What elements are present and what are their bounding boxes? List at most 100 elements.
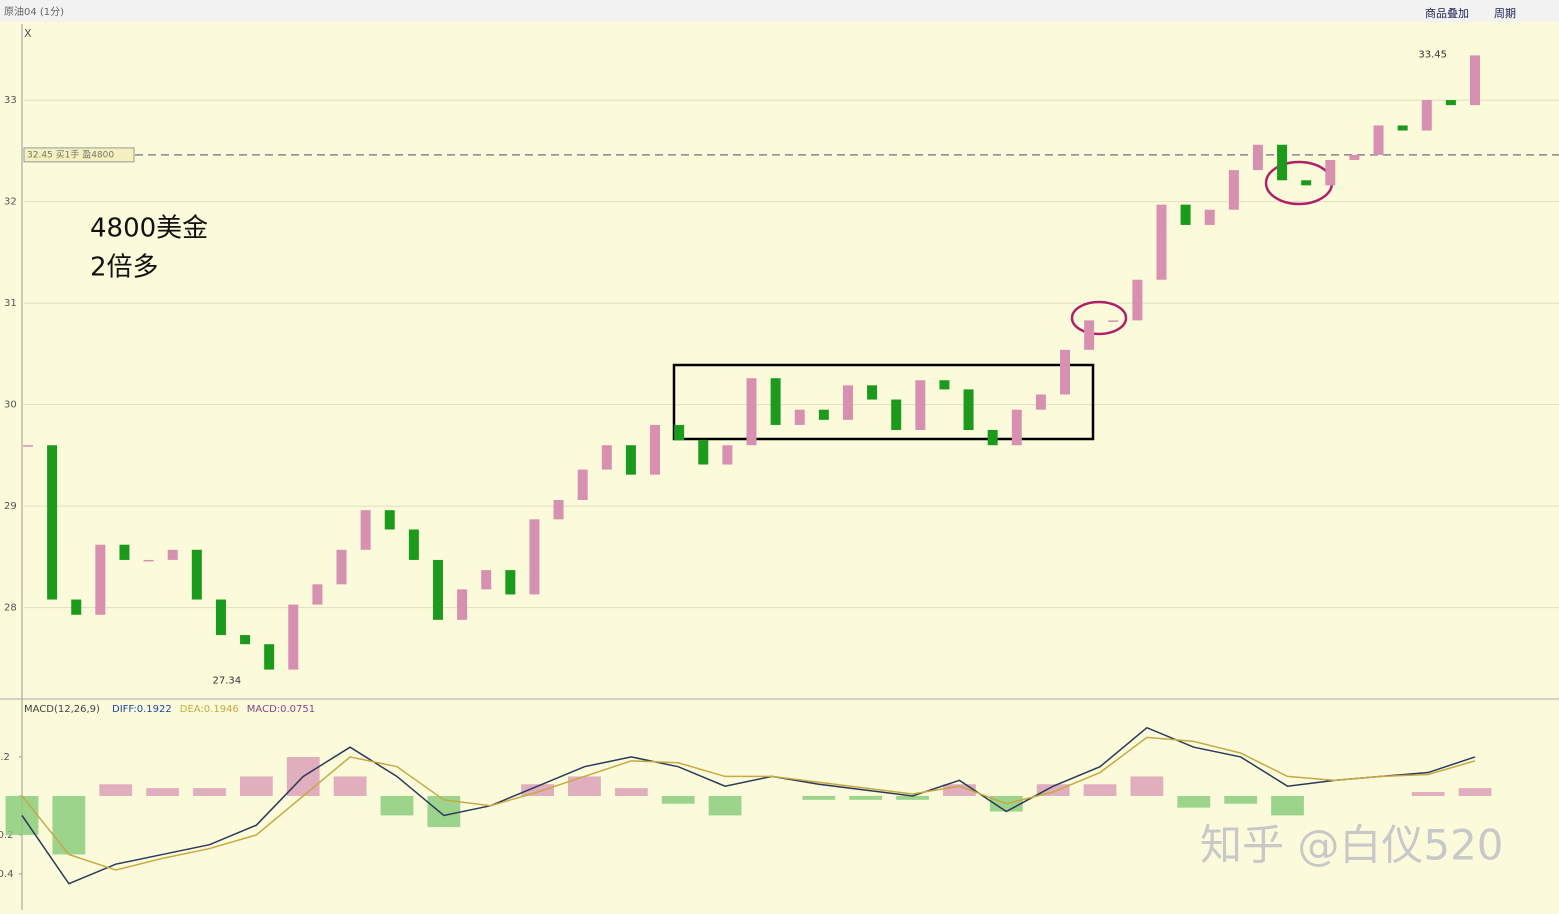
- macd-bar: [802, 796, 835, 800]
- y-tick-label: 30: [4, 400, 17, 411]
- candle: [312, 584, 322, 604]
- candle: [216, 600, 226, 636]
- close-mark[interactable]: X: [24, 27, 32, 40]
- period-button[interactable]: 周期: [1494, 7, 1516, 20]
- candle: [747, 378, 757, 445]
- candle: [47, 445, 57, 599]
- candle: [867, 385, 877, 399]
- candle: [529, 519, 539, 594]
- macd-bar: [99, 784, 132, 796]
- candle: [385, 510, 395, 529]
- reference-label: 32.45 买1手 盈4800: [27, 148, 114, 160]
- y-tick-label: 31: [4, 298, 17, 309]
- candle: [674, 425, 684, 440]
- macd-bar: [1459, 788, 1492, 796]
- candle: [1301, 180, 1311, 185]
- indicator-value: DEA:0.1946: [180, 704, 239, 715]
- macd-bar: [334, 776, 367, 795]
- highlight-circle: [1266, 162, 1332, 204]
- macd-bar: [1130, 776, 1163, 795]
- candle: [626, 445, 636, 474]
- macd-bar: [568, 776, 601, 795]
- candle: [433, 560, 443, 620]
- macd-bar: [193, 788, 226, 796]
- y-tick-label: 28: [4, 603, 17, 614]
- candle: [1012, 410, 1022, 446]
- macd-bar: [381, 796, 414, 815]
- candle: [1108, 320, 1118, 322]
- candle: [1374, 125, 1384, 154]
- candle: [1470, 55, 1480, 105]
- macd-bar: [1084, 784, 1117, 796]
- y-tick-label: 0.2: [0, 752, 10, 763]
- candle: [1277, 145, 1287, 181]
- candle: [288, 605, 298, 670]
- candle: [119, 545, 129, 560]
- price-annotation: 27.34: [213, 676, 242, 687]
- candle: [1349, 155, 1359, 160]
- candle: [650, 425, 660, 475]
- candle: [361, 510, 371, 550]
- candle: [168, 550, 178, 560]
- candle: [95, 545, 105, 615]
- candle: [457, 589, 467, 619]
- macd-bar: [662, 796, 695, 804]
- candle: [1181, 205, 1191, 225]
- candle: [1132, 280, 1142, 321]
- macd-bar: [615, 788, 648, 796]
- overlay-button[interactable]: 商品叠加: [1425, 6, 1469, 20]
- candle: [71, 600, 81, 615]
- candle: [409, 529, 419, 559]
- macd-bar: [1412, 792, 1445, 796]
- candle: [964, 389, 974, 430]
- candle: [192, 550, 202, 600]
- candle: [1036, 394, 1046, 409]
- price-annotation: 33.45: [1418, 49, 1447, 60]
- candle: [602, 445, 612, 469]
- candle: [481, 570, 491, 589]
- macd-bar: [52, 796, 85, 854]
- macd-bar: [240, 776, 273, 795]
- y-tick-label: -0.4: [0, 869, 14, 880]
- y-tick-label: 33: [4, 95, 17, 106]
- candle: [144, 560, 154, 562]
- candle: [795, 410, 805, 425]
- macd-bar: [1177, 796, 1210, 808]
- candle: [1229, 170, 1239, 210]
- candle: [264, 644, 274, 669]
- note: 2倍多: [90, 253, 159, 283]
- note: 4800美金: [90, 214, 208, 244]
- candle: [1156, 205, 1166, 280]
- candle: [240, 635, 250, 644]
- candle: [843, 385, 853, 420]
- macd-bar: [146, 788, 179, 796]
- candle: [1325, 160, 1335, 185]
- consolidation-box: [674, 365, 1093, 439]
- candle: [939, 380, 949, 389]
- symbol: 原油04 (1分): [4, 5, 64, 18]
- candle: [722, 445, 732, 464]
- y-tick-label: 32: [4, 197, 17, 208]
- candle: [1398, 125, 1408, 130]
- candle: [554, 500, 564, 519]
- candle: [771, 378, 781, 425]
- candle: [1084, 320, 1094, 349]
- macd-bar: [1271, 796, 1304, 815]
- macd-bar: [1224, 796, 1257, 804]
- candle: [23, 445, 33, 447]
- macd-bar: [849, 796, 882, 800]
- candle: [915, 380, 925, 430]
- indicator-value: MACD:0.0751: [247, 704, 315, 715]
- candle: [337, 550, 347, 585]
- indicator-value: DIFF:0.1922: [112, 704, 172, 715]
- candle: [891, 400, 901, 430]
- y-tick-label: 29: [4, 501, 17, 512]
- candle: [988, 430, 998, 445]
- macd-bar: [709, 796, 742, 815]
- candle: [1422, 100, 1432, 130]
- candle: [1060, 350, 1070, 395]
- candle: [1205, 210, 1215, 225]
- highlight-circle: [1072, 302, 1126, 334]
- watermark: 知乎 @白仪520: [1200, 821, 1504, 870]
